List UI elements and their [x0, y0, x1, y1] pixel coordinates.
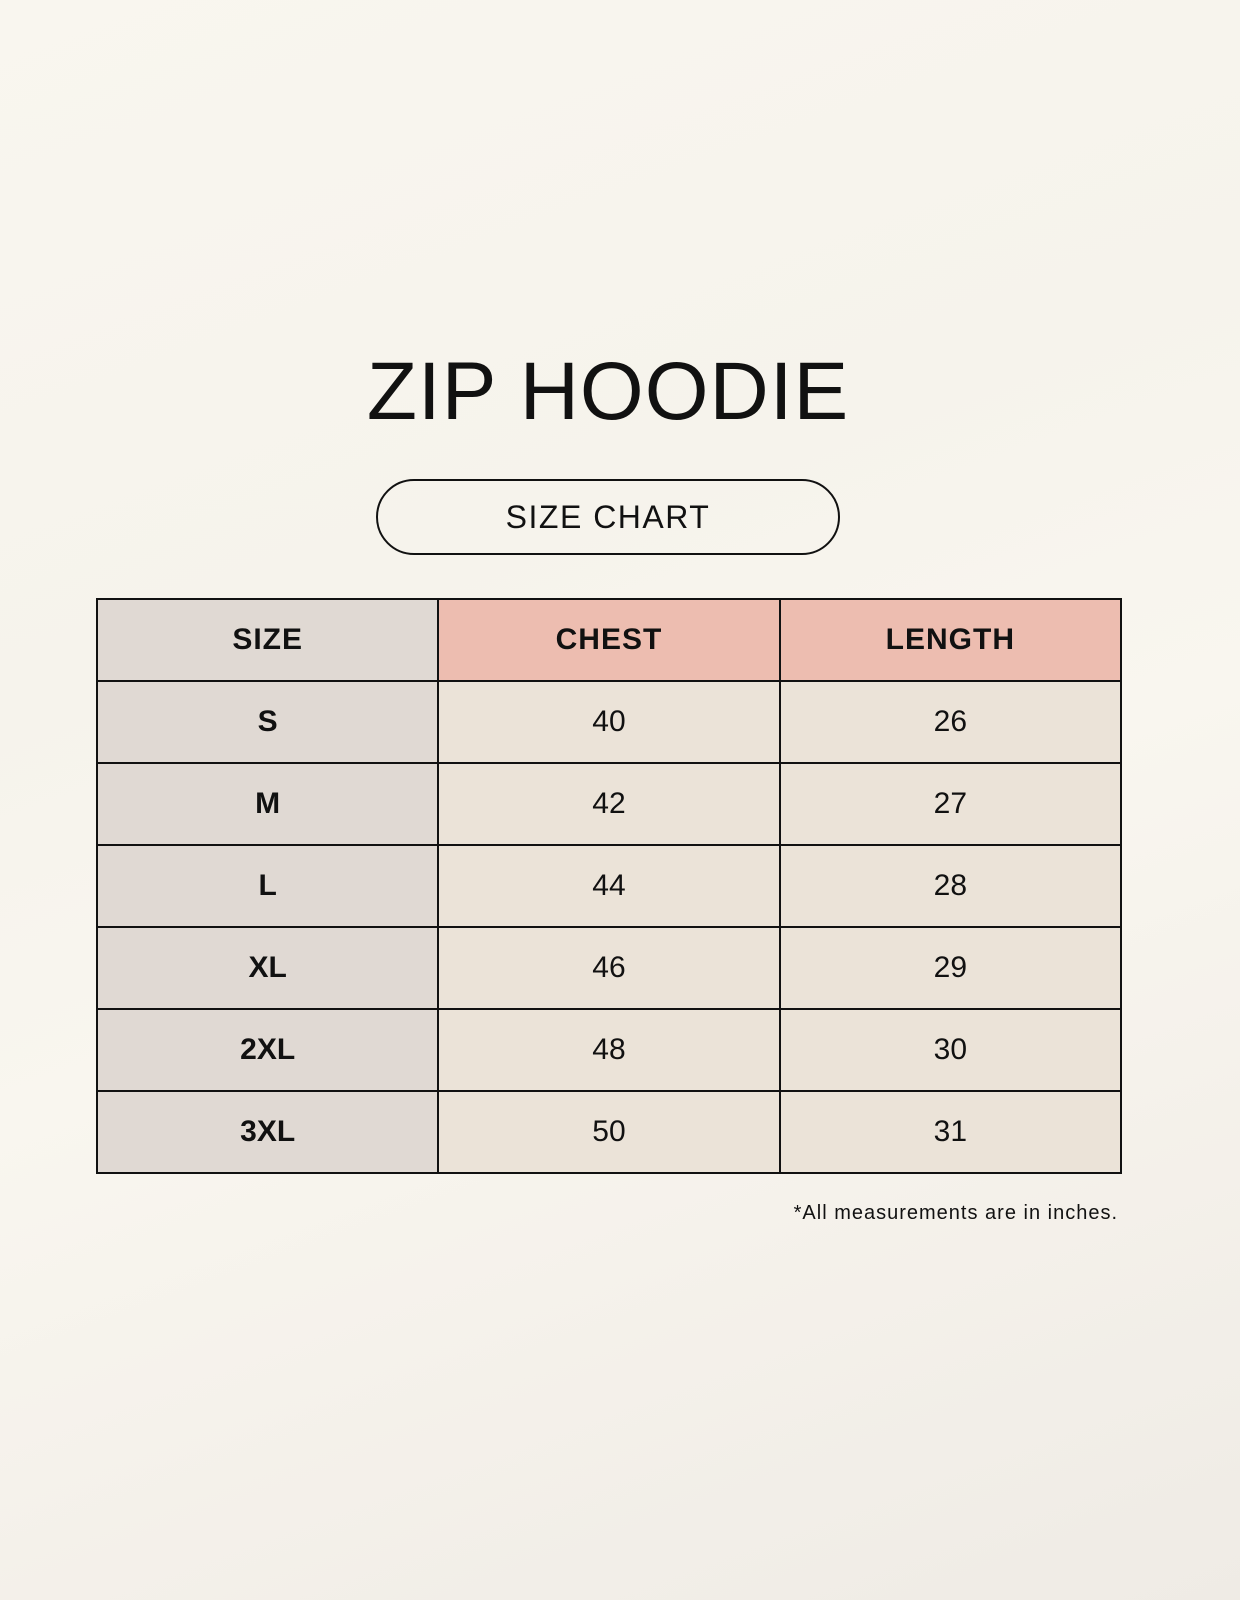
table-row: XL 46 29 — [95, 926, 1123, 1010]
table-row: L 44 28 — [95, 844, 1123, 928]
table-header-row: SIZE CHEST LENGTH — [95, 598, 1123, 682]
footnote: *All measurements are in inches. — [793, 1202, 1118, 1224]
size-cell: XL — [95, 926, 440, 1010]
table-row: S 40 26 — [95, 680, 1123, 764]
size-chart-table: SIZE CHEST LENGTH S 40 26 M 42 27 L 44 28 XL 46 29 2… — [95, 598, 1123, 1174]
length-cell: 28 — [778, 844, 1123, 928]
table-row: 2XL 48 30 — [95, 1008, 1123, 1092]
size-cell: M — [95, 762, 440, 846]
chest-cell: 50 — [437, 1090, 781, 1174]
length-cell: 31 — [778, 1090, 1123, 1174]
length-cell: 26 — [778, 680, 1123, 764]
table-row: M 42 27 — [95, 762, 1123, 846]
size-chart-badge: SIZE CHART — [376, 479, 840, 555]
chest-cell: 48 — [437, 1008, 781, 1092]
table-row: 3XL 50 31 — [95, 1090, 1123, 1174]
chest-cell: 40 — [437, 680, 781, 764]
size-cell: L — [95, 844, 440, 928]
header-length: LENGTH — [778, 598, 1123, 682]
page-title: ZIP HOODIE — [366, 346, 850, 437]
header-chest: CHEST — [437, 598, 781, 682]
header-size: SIZE — [95, 598, 440, 682]
chest-cell: 44 — [437, 844, 781, 928]
chest-cell: 42 — [437, 762, 781, 846]
length-cell: 27 — [778, 762, 1123, 846]
size-cell: 3XL — [95, 1090, 440, 1174]
length-cell: 29 — [778, 926, 1123, 1010]
length-cell: 30 — [778, 1008, 1123, 1092]
size-cell: S — [95, 680, 440, 764]
chest-cell: 46 — [437, 926, 781, 1010]
size-cell: 2XL — [95, 1008, 440, 1092]
